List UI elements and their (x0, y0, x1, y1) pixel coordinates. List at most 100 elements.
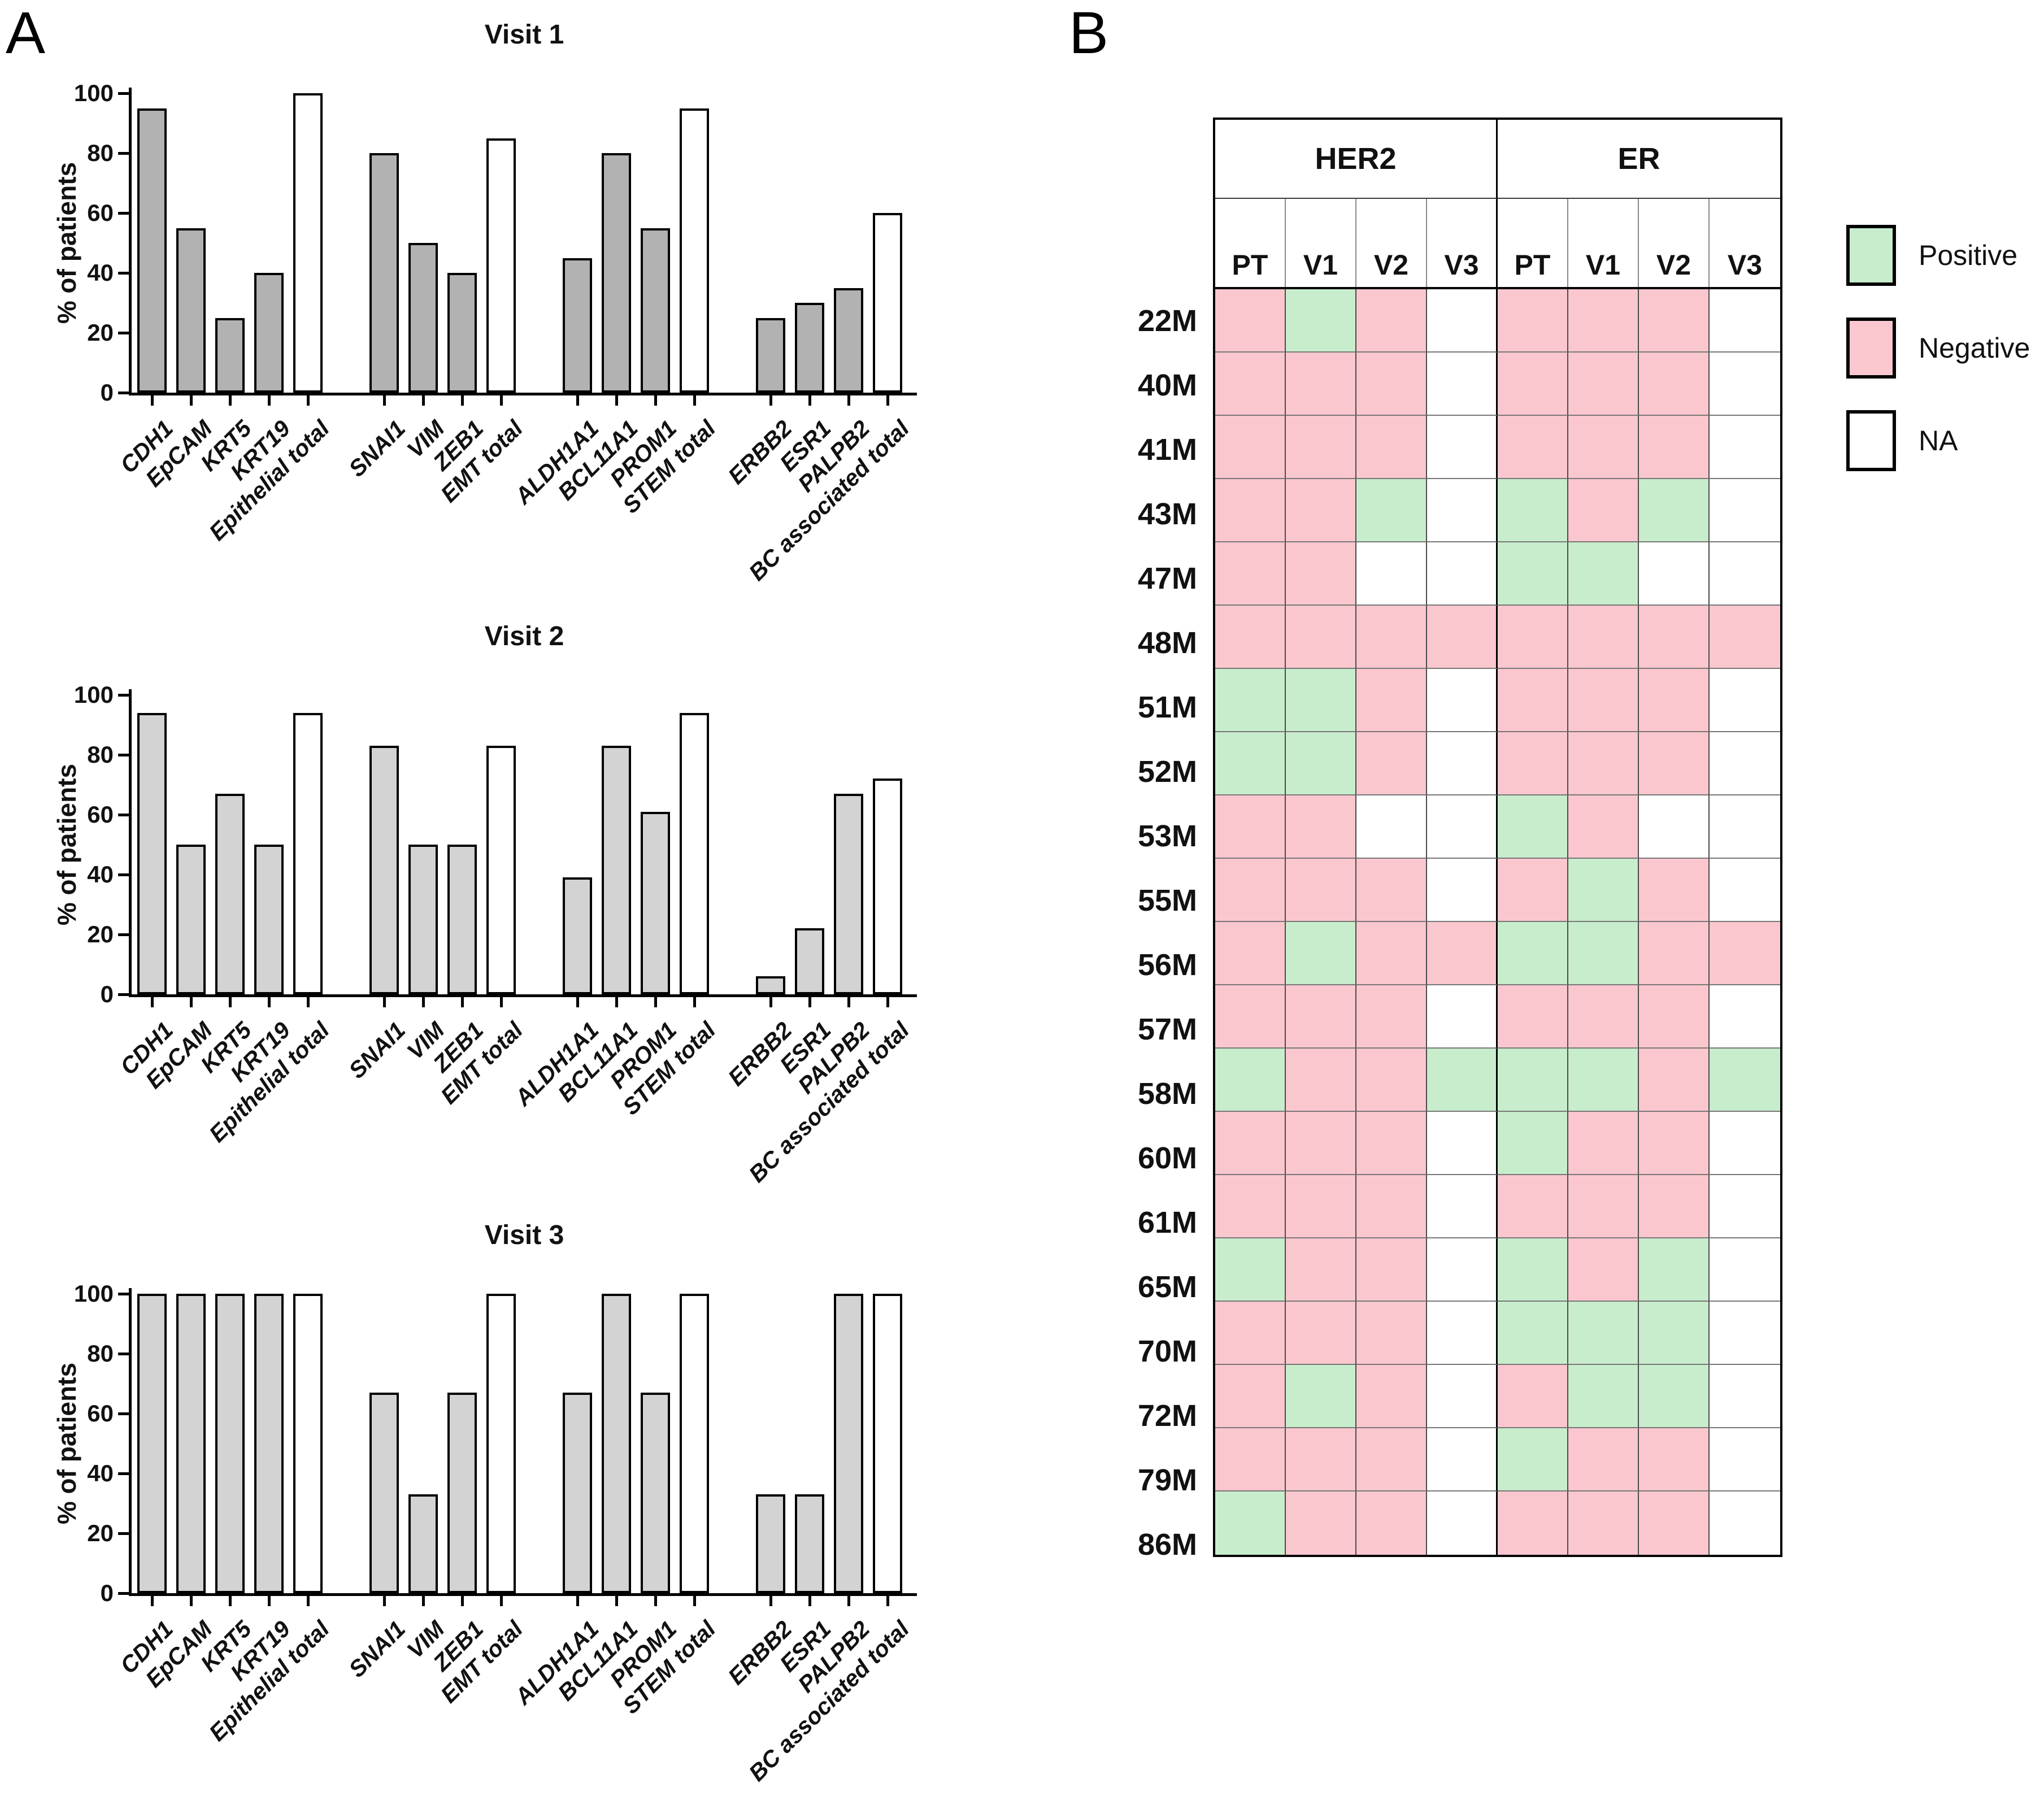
table-row-48m (1215, 606, 1780, 669)
x-tick-label: SNAI1 (343, 1616, 411, 1682)
cell-61m-er-v3 (1710, 1175, 1780, 1238)
y-axis-line (129, 689, 132, 997)
cell-52m-er-v2 (1639, 732, 1710, 795)
row-label-43m: 43M (1137, 497, 1197, 531)
bar-prom1 (641, 1392, 670, 1593)
legend-swatch-negative (1846, 318, 1896, 379)
y-tick (118, 151, 129, 155)
bar-snai1 (369, 1392, 399, 1593)
x-tick (654, 395, 657, 406)
cell-55m-her2-v1 (1286, 859, 1356, 922)
bar-snai1 (369, 153, 399, 393)
cell-79m-her2-v1 (1286, 1428, 1356, 1491)
row-label-86m: 86M (1137, 1528, 1197, 1562)
bar-cdh1 (137, 108, 167, 393)
row-label-22m: 22M (1137, 304, 1197, 338)
y-axis-line (129, 88, 132, 395)
bar-emt-total (486, 138, 516, 393)
cell-43m-her2-v3 (1427, 479, 1498, 542)
bar-epcam (176, 845, 206, 994)
cell-55m-er-v2 (1639, 859, 1710, 922)
cell-79m-er-v1 (1568, 1428, 1639, 1491)
cell-58m-er-v1 (1568, 1049, 1639, 1112)
bar-krt19 (254, 1294, 284, 1593)
table-row-72m (1215, 1365, 1780, 1428)
cell-56m-er-v3 (1710, 922, 1780, 985)
cell-41m-er-pt (1498, 416, 1568, 479)
cell-60m-her2-v2 (1356, 1112, 1427, 1175)
y-tick (118, 873, 129, 876)
table-row-65m (1215, 1238, 1780, 1302)
x-tick (189, 395, 193, 406)
bar-bc-associated-total (873, 779, 902, 994)
cell-22m-er-v2 (1639, 289, 1710, 353)
cell-40m-er-v3 (1710, 353, 1780, 416)
cell-41m-er-v1 (1568, 416, 1639, 479)
cell-22m-her2-v2 (1356, 289, 1427, 353)
x-tick (886, 1596, 889, 1606)
cell-86m-her2-v1 (1286, 1491, 1356, 1555)
cell-55m-her2-v2 (1356, 859, 1427, 922)
x-tick (267, 1596, 271, 1606)
cell-52m-er-pt (1498, 732, 1568, 795)
legend-swatch-na (1846, 410, 1896, 471)
cell-53m-er-v1 (1568, 795, 1639, 859)
bar-epithelial-total (293, 1294, 323, 1593)
bar-stem-total (680, 1294, 709, 1593)
cell-86m-her2-v2 (1356, 1491, 1427, 1555)
x-tick (847, 395, 850, 406)
cell-43m-er-pt (1498, 479, 1568, 542)
row-label-72m: 72M (1137, 1399, 1197, 1433)
panel-b-label: B (1069, 0, 1109, 66)
x-tick (576, 1596, 579, 1606)
x-tick-label: SNAI1 (343, 415, 411, 482)
cell-57m-her2-v1 (1286, 985, 1356, 1049)
header-er-v3: V3 (1727, 249, 1763, 281)
cell-52m-her2-v1 (1286, 732, 1356, 795)
row-label-48m: 48M (1137, 626, 1197, 660)
bar-chart-visit-2: Visit 2% of patients 0 20 40 60 80 100 CDH1 EpCA… (23, 613, 1017, 1212)
cell-60m-er-v2 (1639, 1112, 1710, 1175)
bar-vim (408, 1494, 438, 1593)
table-row-52m (1215, 732, 1780, 795)
bar-krt5 (215, 793, 245, 994)
y-tick-label: 0 (100, 981, 114, 1007)
y-tick (118, 331, 129, 334)
cell-65m-er-v2 (1639, 1238, 1710, 1302)
x-tick (150, 1596, 154, 1606)
cell-65m-her2-v3 (1427, 1238, 1498, 1302)
cell-48m-er-pt (1498, 606, 1568, 669)
x-tick (306, 1596, 310, 1606)
cell-79m-her2-v2 (1356, 1428, 1427, 1491)
cell-57m-er-v1 (1568, 985, 1639, 1049)
bar-zeb1 (447, 273, 477, 393)
bar-epithelial-total (293, 712, 323, 994)
cell-65m-er-pt (1498, 1238, 1568, 1302)
row-label-51m: 51M (1137, 690, 1197, 724)
cell-79m-er-v3 (1710, 1428, 1780, 1491)
cell-60m-her2-pt (1215, 1112, 1286, 1175)
header-er-v1: V1 (1568, 199, 1639, 287)
x-tick (847, 1596, 850, 1606)
cell-56m-her2-v1 (1286, 922, 1356, 985)
x-tick (769, 395, 772, 406)
x-tick (150, 997, 154, 1007)
table-row-58m (1215, 1049, 1780, 1112)
y-axis-title: % of patients (52, 1362, 81, 1525)
bar-chart-visit-3: Visit 3% of patients 0 20 40 60 80 100 CDH1 EpCA… (23, 1212, 1017, 1796)
legend-label: Negative (1919, 332, 2030, 364)
table-row-61m (1215, 1175, 1780, 1238)
cell-58m-er-v2 (1639, 1049, 1710, 1112)
cell-53m-her2-v2 (1356, 795, 1427, 859)
cell-61m-her2-v2 (1356, 1175, 1427, 1238)
cell-52m-her2-v2 (1356, 732, 1427, 795)
cell-22m-er-v3 (1710, 289, 1780, 353)
cell-79m-er-v2 (1639, 1428, 1710, 1491)
legend-swatch-positive (1846, 225, 1896, 286)
legend-label: Positive (1919, 240, 2018, 271)
row-label-57m: 57M (1137, 1012, 1197, 1046)
row-label-70m: 70M (1137, 1334, 1197, 1368)
x-tick (615, 997, 618, 1007)
cell-41m-her2-v2 (1356, 416, 1427, 479)
bar-emt-total (486, 1294, 516, 1593)
